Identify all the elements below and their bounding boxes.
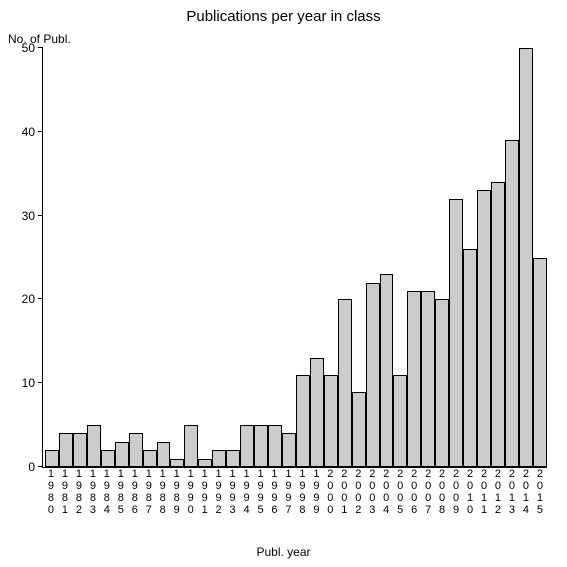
x-tick-label: 2 0 0 0: [323, 468, 337, 516]
x-tick-label: 2 0 1 3: [505, 468, 519, 516]
plot-area: 01020304050: [42, 48, 547, 468]
bar: [254, 425, 268, 467]
x-tick-labels: 1 9 8 01 9 8 11 9 8 21 9 8 31 9 8 41 9 8…: [42, 468, 547, 516]
bar: [505, 140, 519, 467]
y-tick-mark: [38, 215, 43, 216]
bar: [352, 392, 366, 467]
y-tick-mark: [38, 131, 43, 132]
x-tick-label: 2 0 0 2: [351, 468, 365, 516]
y-tick-label: 50: [22, 41, 43, 55]
bar: [226, 450, 240, 467]
y-tick-label: 20: [22, 292, 43, 306]
x-tick-label: 2 0 1 2: [491, 468, 505, 516]
bar: [407, 291, 421, 467]
bar: [129, 433, 143, 467]
x-tick-label: 1 9 9 0: [184, 468, 198, 516]
bar: [45, 450, 59, 467]
x-tick-label: 2 0 0 1: [337, 468, 351, 516]
x-tick-label: 2 0 0 7: [421, 468, 435, 516]
bar: [296, 375, 310, 467]
bar: [393, 375, 407, 467]
y-tick-label: 0: [28, 460, 43, 474]
bar: [533, 258, 547, 468]
x-tick-label: 1 9 8 1: [58, 468, 72, 516]
bar: [170, 459, 184, 467]
bar: [198, 459, 212, 467]
y-tick-label: 30: [22, 209, 43, 223]
bar: [366, 283, 380, 467]
bar: [338, 299, 352, 467]
x-tick-label: 2 0 1 0: [463, 468, 477, 516]
x-tick-label: 2 0 1 4: [519, 468, 533, 516]
x-tick-label: 1 9 9 6: [268, 468, 282, 516]
bar: [310, 358, 324, 467]
x-tick-label: 1 9 8 9: [170, 468, 184, 516]
bar: [101, 450, 115, 467]
bar: [491, 182, 505, 467]
x-tick-label: 1 9 9 7: [281, 468, 295, 516]
x-tick-label: 2 0 1 5: [533, 468, 547, 516]
y-tick-mark: [38, 382, 43, 383]
y-tick-label: 40: [22, 125, 43, 139]
bar: [115, 442, 129, 467]
bar: [59, 433, 73, 467]
bar: [519, 48, 533, 467]
x-tick-label: 1 9 8 4: [100, 468, 114, 516]
y-tick-mark: [38, 466, 43, 467]
bars-group: [43, 48, 547, 467]
x-tick-label: 1 9 9 3: [226, 468, 240, 516]
bar: [449, 199, 463, 467]
bar: [157, 442, 171, 467]
bar: [212, 450, 226, 467]
bar: [73, 433, 87, 467]
x-tick-label: 2 0 0 5: [393, 468, 407, 516]
x-tick-label: 2 0 0 9: [449, 468, 463, 516]
x-axis-label: Publ. year: [0, 545, 567, 559]
x-tick-label: 2 0 1 1: [477, 468, 491, 516]
x-tick-label: 2 0 0 4: [379, 468, 393, 516]
x-tick-label: 1 9 8 7: [142, 468, 156, 516]
x-tick-label: 2 0 0 8: [435, 468, 449, 516]
bar: [324, 375, 338, 467]
bar: [477, 190, 491, 467]
bar: [463, 249, 477, 467]
bar: [421, 291, 435, 467]
x-tick-label: 1 9 9 1: [198, 468, 212, 516]
x-tick-label: 1 9 9 8: [295, 468, 309, 516]
x-tick-label: 1 9 8 0: [44, 468, 58, 516]
x-tick-label: 1 9 9 5: [254, 468, 268, 516]
x-tick-label: 2 0 0 6: [407, 468, 421, 516]
x-tick-label: 1 9 8 3: [86, 468, 100, 516]
bar: [240, 425, 254, 467]
bar: [282, 433, 296, 467]
bar: [143, 450, 157, 467]
x-tick-label: 1 9 8 2: [72, 468, 86, 516]
chart-container: Publications per year in class No. of Pu…: [0, 0, 567, 567]
x-tick-label: 1 9 8 6: [128, 468, 142, 516]
chart-title: Publications per year in class: [0, 8, 567, 25]
x-tick-label: 1 9 8 5: [114, 468, 128, 516]
x-tick-label: 1 9 9 4: [240, 468, 254, 516]
x-tick-label: 1 9 9 2: [212, 468, 226, 516]
x-tick-label: 1 9 9 9: [309, 468, 323, 516]
x-tick-label: 2 0 0 3: [365, 468, 379, 516]
bar: [268, 425, 282, 467]
bar: [435, 299, 449, 467]
y-tick-label: 10: [22, 376, 43, 390]
y-tick-mark: [38, 47, 43, 48]
bar: [87, 425, 101, 467]
x-tick-label: 1 9 8 8: [156, 468, 170, 516]
y-tick-mark: [38, 298, 43, 299]
bar: [184, 425, 198, 467]
bar: [380, 274, 394, 467]
